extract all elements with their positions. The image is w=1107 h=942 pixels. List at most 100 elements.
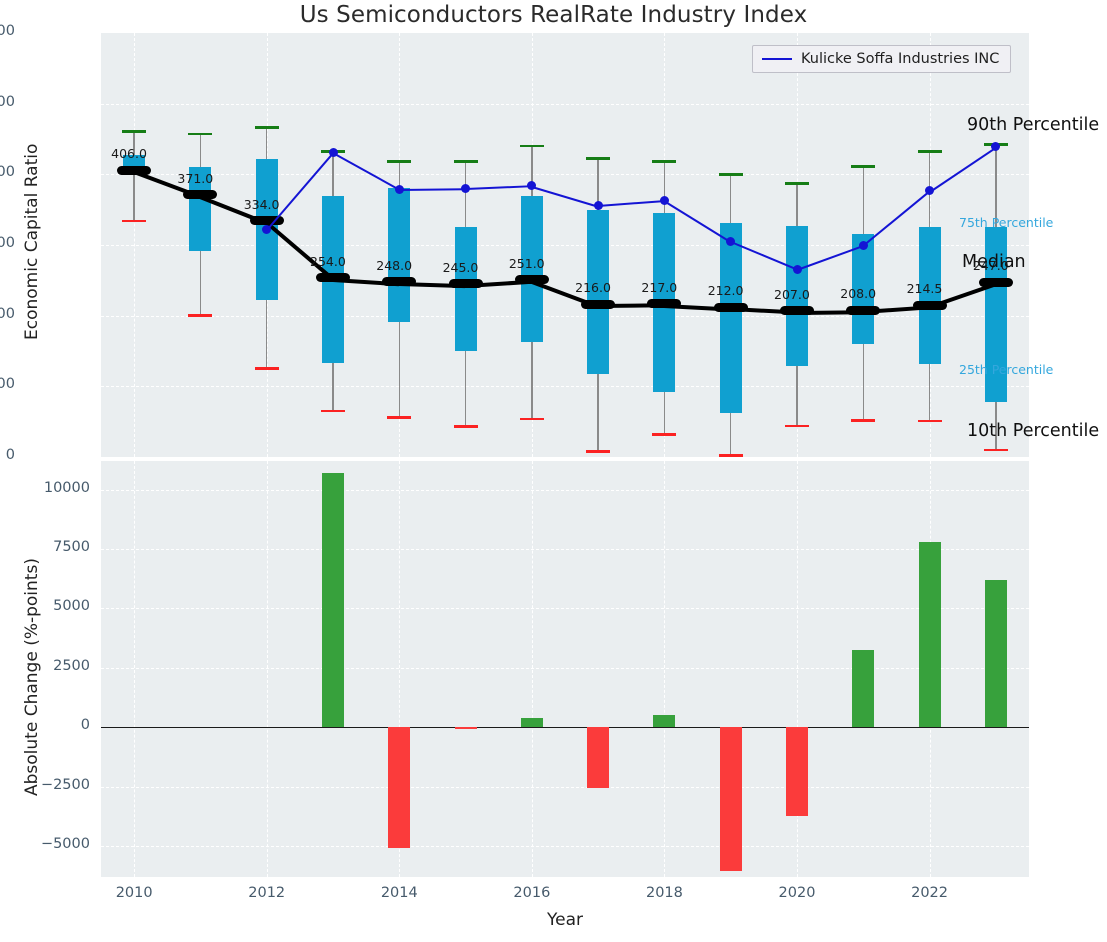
- cap-90th-percentile: [519, 144, 544, 148]
- bottom-gridline-v: [134, 461, 136, 877]
- top-panel-plot-area: [101, 33, 1029, 457]
- median-marker: [382, 277, 417, 287]
- chart-legend[interactable]: Kulicke Soffa Industries INC: [752, 45, 1012, 73]
- box-iqr: [388, 188, 411, 322]
- median-marker: [448, 279, 483, 289]
- company-data-point: [262, 224, 272, 234]
- change-bar-positive: [653, 715, 676, 728]
- company-data-point: [394, 184, 404, 194]
- cap-10th-percentile: [718, 454, 743, 457]
- x-tick: 2022: [911, 885, 949, 901]
- median-value-label: 371.0: [177, 170, 214, 186]
- box-iqr: [189, 166, 212, 252]
- change-bar-negative: [388, 727, 411, 848]
- change-bar-negative: [454, 727, 477, 729]
- cap-90th-percentile: [851, 165, 876, 168]
- company-data-point: [858, 240, 868, 250]
- change-bar-negative: [719, 727, 742, 872]
- cap-10th-percentile: [586, 450, 611, 453]
- median-marker: [912, 300, 947, 310]
- box-iqr: [587, 210, 610, 374]
- cap-90th-percentile: [254, 126, 279, 129]
- company-data-point: [461, 183, 471, 193]
- bottom-zero-baseline: [101, 727, 1029, 729]
- cap-10th-percentile: [188, 314, 213, 317]
- cap-10th-percentile: [254, 367, 279, 370]
- bottom-y-tick: 0: [80, 717, 90, 734]
- cap-90th-percentile: [917, 150, 942, 153]
- box-iqr: [719, 223, 742, 414]
- top-y-tick: 500: [0, 93, 15, 110]
- bottom-gridline-h: [101, 608, 1029, 610]
- top-gridline-v: [134, 33, 136, 457]
- change-bar-negative: [786, 727, 808, 817]
- bottom-gridline-h: [101, 489, 1029, 491]
- median-value-label: 334.0: [243, 196, 280, 212]
- median-marker: [581, 299, 616, 309]
- cap-10th-percentile: [785, 424, 809, 428]
- top-gridline-h: [101, 386, 1029, 388]
- cap-90th-percentile: [387, 160, 412, 163]
- cap-10th-percentile: [917, 419, 942, 423]
- x-axis-label: Year: [547, 910, 583, 930]
- cap-10th-percentile: [652, 433, 677, 436]
- box-iqr: [852, 233, 875, 344]
- top-y-tick: 300: [0, 235, 15, 251]
- annotation-median: Median: [962, 252, 1026, 272]
- median-marker: [780, 306, 814, 316]
- top-y-tick: 400: [0, 164, 15, 181]
- annotation-25th-percentile: 25th Percentile: [959, 362, 1054, 377]
- change-bar-positive: [852, 649, 875, 728]
- x-tick: 2014: [380, 885, 418, 901]
- median-value-label: 212.0: [707, 283, 744, 299]
- company-data-point: [593, 200, 603, 210]
- whisker-line: [133, 131, 135, 221]
- company-data-point: [726, 236, 736, 246]
- change-bar-negative: [587, 727, 610, 789]
- box-iqr: [520, 195, 543, 342]
- bottom-y-tick: 10000: [43, 479, 90, 496]
- cap-10th-percentile: [851, 418, 876, 422]
- top-y-tick: 0: [5, 447, 15, 463]
- median-value-label: 248.0: [376, 257, 413, 273]
- x-tick: 2020: [778, 885, 816, 901]
- cap-90th-percentile: [785, 182, 809, 185]
- median-value-label: 245.0: [442, 259, 479, 275]
- median-value-label: 207.0: [774, 286, 810, 302]
- median-marker: [978, 277, 1013, 287]
- median-marker: [846, 305, 881, 315]
- company-data-point: [991, 141, 1001, 151]
- cap-10th-percentile: [122, 219, 147, 223]
- cap-90th-percentile: [188, 132, 213, 136]
- bottom-gridline-h: [101, 846, 1029, 848]
- bottom-gridline-v: [664, 461, 666, 877]
- top-y-tick: 600: [0, 23, 15, 39]
- company-data-point: [328, 147, 338, 157]
- top-gridline-h: [101, 245, 1029, 246]
- bottom-y-tick: 7500: [53, 538, 90, 555]
- bottom-y-tick: 2500: [53, 657, 90, 674]
- bottom-gridline-v: [797, 461, 798, 877]
- bottom-gridline-h: [101, 548, 1029, 550]
- top-y-axis-label: Economic Capital Ratio: [22, 143, 42, 340]
- cap-10th-percentile: [387, 416, 412, 419]
- top-gridline-h: [101, 103, 1029, 105]
- company-data-point: [659, 195, 669, 205]
- annotation-90th-percentile: 90th Percentile: [967, 115, 1100, 135]
- median-value-label: 214.5: [906, 281, 943, 297]
- bottom-y-axis-label: Absolute Change (%-points): [22, 558, 42, 796]
- change-bar-positive: [918, 541, 941, 728]
- box-iqr: [984, 227, 1007, 402]
- median-value-label: 406.0: [111, 146, 147, 162]
- median-value-label: 254.0: [310, 253, 346, 269]
- x-tick: 2016: [513, 885, 551, 901]
- cap-90th-percentile: [453, 160, 478, 163]
- x-tick: 2012: [248, 885, 286, 901]
- top-gridline-h: [101, 174, 1029, 176]
- median-value-label: 216.0: [575, 280, 611, 296]
- cap-10th-percentile: [519, 417, 544, 421]
- legend-label: Kulicke Soffa Industries INC: [801, 51, 1000, 67]
- median-marker: [117, 165, 152, 175]
- cap-10th-percentile: [321, 409, 345, 413]
- company-data-point: [792, 264, 802, 274]
